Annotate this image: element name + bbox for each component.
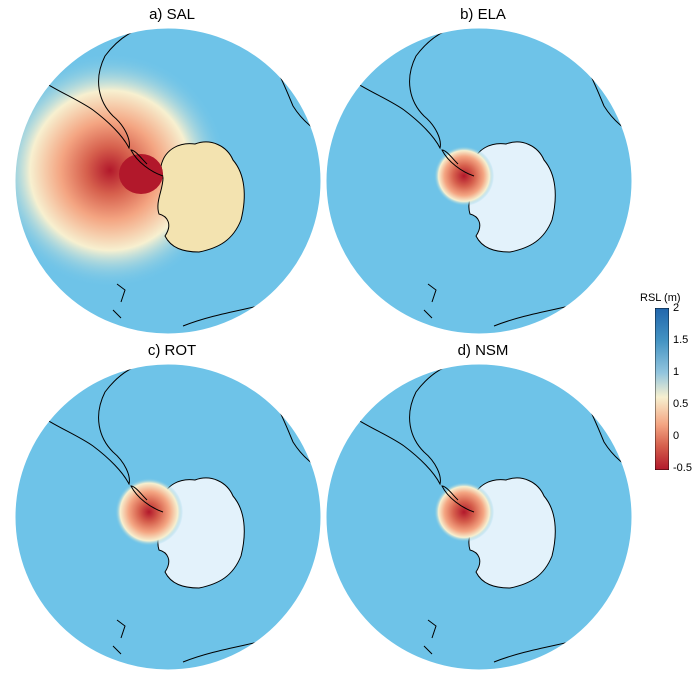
rsl-anomaly-halo: [434, 146, 494, 206]
south-america-coastline: [333, 364, 465, 486]
map-panel-d: [325, 363, 633, 671]
new-zealand-coastline: [112, 283, 126, 319]
panel-d-title: d) NSM: [457, 342, 509, 359]
south-america-coastline: [22, 28, 154, 150]
rsl-anomaly-halo: [434, 482, 494, 542]
antarctica-landmass: [157, 141, 245, 253]
colorbar-tick: 2: [673, 302, 680, 314]
antarctic-peninsula: [130, 485, 164, 513]
colorbar-tick: 1: [673, 366, 680, 378]
south-america-coastline: [22, 364, 154, 486]
colorbar: [655, 308, 669, 470]
colorbar-tick: 1.5: [673, 334, 689, 346]
new-zealand-coastline: [423, 619, 437, 655]
antarctic-peninsula: [130, 149, 164, 177]
new-zealand-coastline: [112, 619, 126, 655]
antarctic-peninsula: [441, 485, 475, 513]
colorbar-fill: [655, 308, 669, 470]
rsl-anomaly-halo: [115, 478, 183, 546]
colorbar-tick: -0.5: [673, 462, 692, 474]
south-america-coastline: [333, 28, 465, 150]
colorbar-tick: 0.5: [673, 398, 689, 410]
antarctic-peninsula: [441, 149, 475, 177]
panel-a-title: a) SAL: [149, 6, 195, 23]
map-panel-b: [325, 27, 633, 335]
map-panel-c: [14, 363, 322, 671]
panel-b-title: b) ELA: [460, 6, 506, 23]
negative-anomaly-core: [119, 154, 163, 194]
panel-c-title: c) ROT: [147, 342, 197, 359]
map-panel-a: [14, 27, 322, 335]
new-zealand-coastline: [423, 283, 437, 319]
colorbar-label: RSL (m): [640, 292, 681, 304]
colorbar-tick: 0: [673, 430, 680, 442]
